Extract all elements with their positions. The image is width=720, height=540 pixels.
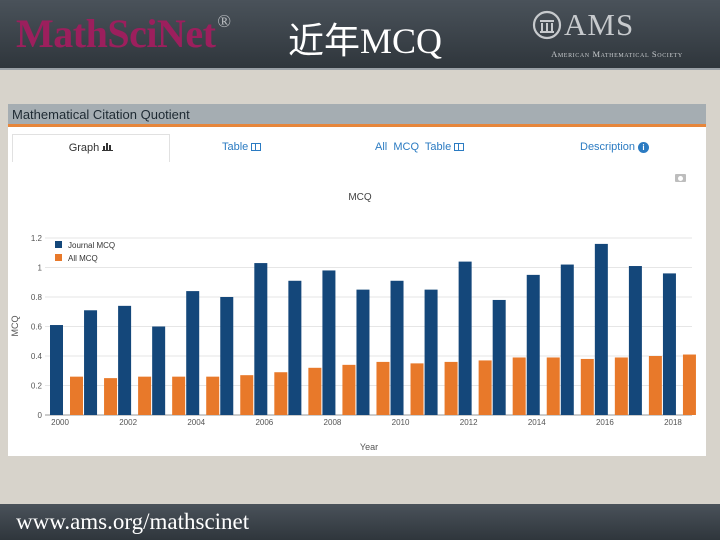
table-icon — [454, 143, 465, 151]
footer-bar: www.ams.org/mathscinet — [0, 504, 720, 540]
ams-logo: AMS American Mathematical Society — [532, 7, 702, 62]
bar — [206, 376, 220, 415]
panel-title: Mathematical Citation Quotient — [8, 104, 706, 127]
ams-seal-icon — [532, 10, 562, 40]
y-tick-label: 0.6 — [31, 323, 43, 332]
bar — [458, 261, 472, 415]
footer-url: www.ams.org/mathscinet — [16, 509, 250, 534]
bar — [104, 378, 118, 415]
bar — [682, 354, 696, 415]
legend-swatch — [55, 254, 62, 261]
y-axis-title: MCQ — [10, 316, 20, 337]
bar — [376, 361, 390, 415]
bar — [526, 274, 540, 415]
bar — [308, 367, 322, 415]
bar — [274, 372, 288, 415]
legend-swatch — [55, 241, 62, 248]
bar — [220, 297, 234, 415]
y-tick-label: 1 — [38, 264, 43, 273]
ams-letters: AMS — [564, 7, 635, 42]
bar — [594, 243, 608, 415]
bar — [356, 289, 370, 415]
bar — [70, 376, 83, 415]
x-tick-label: 2018 — [664, 418, 682, 427]
tab-description-label: Description — [580, 141, 636, 153]
bar — [478, 360, 492, 415]
tab-all-mcq-table-label: All MCQ Table — [375, 141, 452, 153]
bar — [614, 357, 628, 415]
tab-bar: Graph Table All MCQ Table Description i — [8, 127, 706, 171]
x-axis-title: Year — [360, 442, 378, 452]
legend-label: Journal MCQ — [68, 241, 115, 250]
x-tick-label: 2000 — [51, 418, 69, 427]
tab-table[interactable]: Table — [222, 141, 262, 153]
tab-description[interactable]: Description i — [580, 141, 650, 153]
bar — [628, 266, 642, 415]
bar — [50, 325, 63, 415]
bar — [410, 363, 424, 415]
x-tick-label: 2008 — [324, 418, 342, 427]
y-tick-label: 0.4 — [31, 352, 43, 361]
camera-icon[interactable] — [675, 174, 686, 182]
bar — [342, 364, 356, 415]
bar — [84, 310, 98, 415]
bar-chart-icon — [102, 143, 114, 151]
bar — [138, 376, 152, 415]
tab-all-mcq-table[interactable]: All MCQ Table — [375, 141, 465, 153]
bar — [254, 263, 268, 415]
bar — [444, 361, 458, 415]
bar — [560, 264, 574, 415]
x-tick-label: 2004 — [187, 418, 205, 427]
tab-graph-label: Graph — [68, 142, 100, 154]
x-tick-label: 2002 — [119, 418, 137, 427]
table-icon — [251, 143, 262, 151]
slide-title: 近年MCQ — [288, 21, 443, 61]
tab-graph[interactable]: Graph — [12, 134, 170, 162]
bar — [512, 357, 526, 415]
bar — [580, 358, 594, 415]
x-tick-label: 2006 — [255, 418, 273, 427]
chart-title: MCQ — [348, 192, 372, 203]
ams-full-name: American Mathematical Society — [551, 49, 683, 59]
bar — [186, 291, 200, 415]
x-tick-label: 2012 — [460, 418, 478, 427]
legend-label: All MCQ — [68, 254, 98, 263]
bar — [424, 289, 438, 415]
bar — [322, 270, 336, 415]
bar — [648, 356, 662, 415]
bar — [172, 376, 186, 415]
mcq-bar-chart: 0 0.2 0.4 0.6 0.8 1 1.2 2000 2002 2004 2006 2008 201… — [10, 192, 696, 452]
bar — [390, 280, 404, 415]
x-tick-label: 2010 — [392, 418, 410, 427]
bar — [152, 326, 166, 415]
x-tick-label: 2014 — [528, 418, 546, 427]
x-tick-label: 2016 — [596, 418, 614, 427]
bar — [288, 280, 302, 415]
y-tick-label: 0 — [38, 411, 43, 420]
y-tick-label: 1.2 — [31, 234, 43, 243]
tab-table-label: Table — [222, 141, 249, 153]
y-tick-label: 0.2 — [31, 382, 43, 391]
bar — [492, 299, 506, 415]
bar — [546, 357, 560, 415]
bar — [662, 273, 676, 415]
bar — [240, 375, 254, 415]
y-tick-label: 0.8 — [31, 293, 43, 302]
header-bar: MathSciNet ® 近年MCQ AMS American Mathemati… — [0, 0, 720, 70]
info-icon: i — [638, 141, 650, 153]
bar — [118, 305, 132, 415]
mathscinet-logo: MathSciNet ® — [16, 11, 231, 56]
